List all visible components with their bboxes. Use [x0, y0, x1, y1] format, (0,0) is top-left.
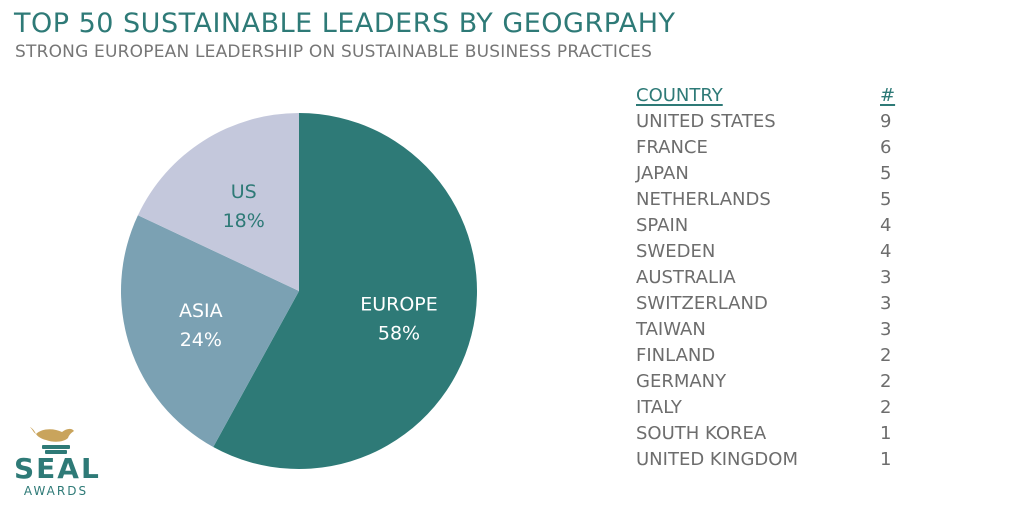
pie-slice-asia [120, 215, 299, 447]
country-count: 2 [880, 397, 892, 418]
table-row: TAIWAN 3 [636, 317, 906, 343]
header-count: # [880, 85, 896, 106]
table-row: SOUTH KOREA 1 [636, 421, 906, 447]
table-row: SWITZERLAND 3 [636, 291, 906, 317]
country-count: 6 [880, 137, 892, 158]
seal-icon [30, 427, 74, 454]
slice-label: US [231, 181, 257, 203]
table-row: UNITED KINGDOM 1 [636, 447, 906, 473]
country-name: FRANCE [636, 137, 708, 158]
table-row: FRANCE 6 [636, 135, 906, 161]
pie-slice-us [137, 113, 299, 291]
country-count: 1 [880, 449, 892, 470]
country-count: 3 [880, 293, 892, 314]
logo-name: SEAL [14, 452, 101, 485]
table-row: NETHERLANDS 5 [636, 187, 906, 213]
page-subtitle: STRONG EUROPEAN LEADERSHIP ON SUSTAINABL… [15, 42, 653, 62]
country-name: FINLAND [636, 345, 716, 366]
table-row: UNITED STATES 9 [636, 109, 906, 135]
table-row: FINLAND 2 [636, 343, 906, 369]
pie-chart: EUROPE 58% ASIA 24% US 18% [120, 113, 477, 469]
country-count: 1 [880, 423, 892, 444]
slice-value: 58% [378, 323, 420, 345]
table-row: SPAIN 4 [636, 213, 906, 239]
table-row: JAPAN 5 [636, 161, 906, 187]
country-name: ITALY [636, 397, 682, 418]
country-name: AUSTRALIA [636, 267, 736, 288]
slice-label: EUROPE [360, 294, 438, 316]
table-row: AUSTRALIA 3 [636, 265, 906, 291]
slice-label: ASIA [179, 300, 223, 322]
table-header: COUNTRY # [636, 83, 906, 109]
table-row: ITALY 2 [636, 395, 906, 421]
country-count: 2 [880, 345, 892, 366]
country-name: JAPAN [636, 163, 689, 184]
country-count: 5 [880, 163, 892, 184]
country-name: SWITZERLAND [636, 293, 768, 314]
country-count: 4 [880, 241, 892, 262]
seal-awards-logo: SEAL AWARDS [14, 418, 101, 502]
country-name: SPAIN [636, 215, 689, 236]
slice-value: 18% [223, 210, 265, 232]
country-count: 2 [880, 371, 892, 392]
page-title: TOP 50 SUSTAINABLE LEADERS BY GEOGRPAHY [14, 8, 676, 39]
country-name: SWEDEN [636, 241, 716, 262]
country-name: SOUTH KOREA [636, 423, 767, 444]
table-row: SWEDEN 4 [636, 239, 906, 265]
country-name: TAIWAN [636, 319, 706, 340]
country-count: 9 [880, 111, 892, 132]
pie-slice-europe [213, 113, 477, 469]
country-table: COUNTRY # UNITED STATES 9 FRANCE 6 JAPAN 5 NET… [636, 83, 906, 473]
country-count: 5 [880, 189, 892, 210]
country-count: 3 [880, 267, 892, 288]
logo-tagline: AWARDS [23, 484, 89, 498]
header-country: COUNTRY [636, 85, 723, 106]
country-name: NETHERLANDS [636, 189, 771, 210]
country-count: 4 [880, 215, 892, 236]
country-count: 3 [880, 319, 892, 340]
country-name: UNITED STATES [636, 111, 776, 132]
table-row: GERMANY 2 [636, 369, 906, 395]
slice-value: 24% [180, 329, 222, 351]
country-name: UNITED KINGDOM [636, 449, 798, 470]
country-name: GERMANY [636, 371, 727, 392]
